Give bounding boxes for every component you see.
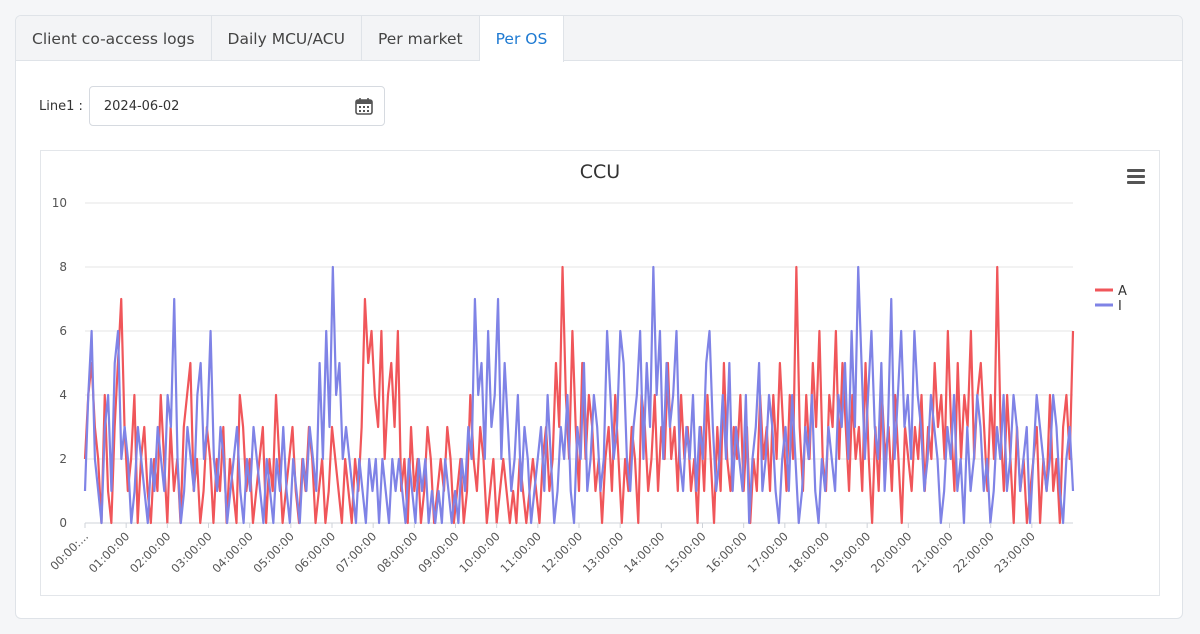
x-tick-label: 20:00:00 xyxy=(868,529,914,575)
y-tick-label: 4 xyxy=(59,388,67,402)
y-tick-label: 10 xyxy=(52,196,67,210)
y-tick-label: 6 xyxy=(59,324,67,338)
y-tick-label: 0 xyxy=(59,516,67,530)
x-tick-label: 11:00:00 xyxy=(498,529,544,575)
x-tick-label: 00:00:... xyxy=(47,529,91,573)
x-tick-label: 07:00:00 xyxy=(333,529,379,575)
x-tick-label: 10:00:00 xyxy=(456,529,502,575)
x-tick-label: 19:00:00 xyxy=(827,529,873,575)
date-filter-row: Line1 : 2024-06-02 xyxy=(39,86,385,126)
legend-label-i[interactable]: I xyxy=(1118,299,1122,314)
series-line-a[interactable] xyxy=(83,265,1075,525)
tab-client-co-access-logs[interactable]: Client co-access logs xyxy=(16,16,212,61)
x-tick-label: 01:00:00 xyxy=(86,529,132,575)
tab-per-os[interactable]: Per OS xyxy=(479,16,565,62)
x-tick-label: 15:00:00 xyxy=(662,529,708,575)
x-tick-label: 21:00:00 xyxy=(909,529,955,575)
x-tick-label: 06:00:00 xyxy=(292,529,338,575)
series-line-i[interactable] xyxy=(83,265,1075,525)
chart-container: 0 2 4 6 8 10 00:00:... 01:00:00 02:00:00 03:00:0… xyxy=(40,150,1160,596)
ccu-chart: 0 2 4 6 8 10 00:00:...01:00:0002:00:0003:00:0… xyxy=(47,161,1145,576)
date-filter-label: Line1 : xyxy=(39,98,83,114)
x-tick-label: 03:00:00 xyxy=(168,529,214,575)
x-tick-label: 08:00:00 xyxy=(374,529,420,575)
calendar-icon[interactable] xyxy=(354,96,374,116)
tab-daily-mcu-acu[interactable]: Daily MCU/ACU xyxy=(212,16,362,61)
tab-per-market[interactable]: Per market xyxy=(362,16,480,61)
x-tick-label: 05:00:00 xyxy=(251,529,297,575)
tab-bar: Client co-access logs Daily MCU/ACU Per … xyxy=(16,16,1182,62)
chart-title: CCU xyxy=(580,161,620,183)
date-input[interactable]: 2024-06-02 xyxy=(88,86,385,126)
date-input-value[interactable]: 2024-06-02 xyxy=(103,98,180,114)
x-tick-label: 18:00:00 xyxy=(786,529,832,575)
x-tick-label: 04:00:00 xyxy=(209,529,255,575)
x-tick-label: 13:00:00 xyxy=(580,529,626,575)
x-tick-label: 02:00:00 xyxy=(127,529,173,575)
x-tick-label: 17:00:00 xyxy=(745,529,791,575)
x-tick-label: 22:00:00 xyxy=(950,529,996,575)
legend-label-a[interactable]: A xyxy=(1118,284,1127,299)
chart-legend: AI xyxy=(1095,284,1127,314)
x-tick-label: 14:00:00 xyxy=(621,529,667,575)
x-tick-label: 09:00:00 xyxy=(415,529,461,575)
x-tick-label: 23:00:00 xyxy=(992,529,1038,575)
y-tick-label: 8 xyxy=(59,260,67,274)
hamburger-menu-icon[interactable] xyxy=(1127,169,1145,184)
y-tick-label: 2 xyxy=(59,452,67,466)
main-panel: Client co-access logs Daily MCU/ACU Per … xyxy=(15,15,1183,619)
x-tick-label: 12:00:00 xyxy=(539,529,585,575)
x-tick-label: 16:00:00 xyxy=(703,529,749,575)
